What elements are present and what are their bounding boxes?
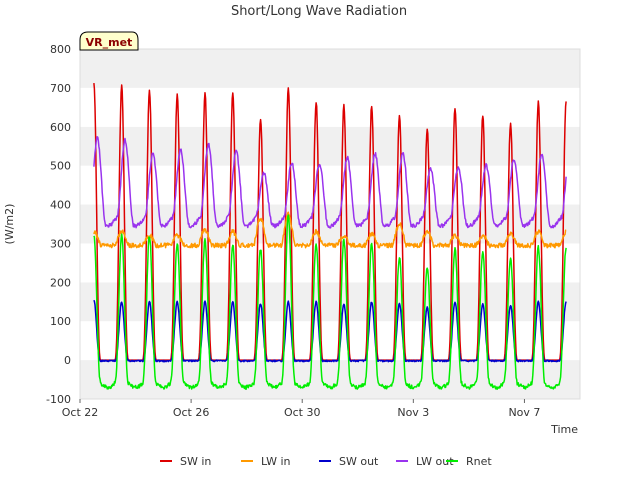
- grid-band: [80, 321, 580, 361]
- x-tick-label: Nov 3: [397, 406, 429, 419]
- series-lw-out-line: [93, 136, 567, 229]
- legend: SW in LW in SW out LW out Rnet: [160, 455, 492, 468]
- legend-label-rnet: Rnet: [466, 455, 492, 468]
- grid-band: [80, 243, 580, 283]
- grid-band: [80, 49, 580, 88]
- grid-band: [80, 165, 580, 205]
- grid-band: [80, 282, 580, 322]
- legend-label-sw-in: SW in: [180, 455, 211, 468]
- y-axis-label: (W/m2): [3, 204, 16, 245]
- plot-frame: [79, 48, 581, 400]
- y-tick-label: 800: [50, 43, 71, 56]
- y-tick-label: 0: [64, 354, 71, 367]
- y-tick-label: 700: [50, 82, 71, 95]
- x-axis-ticks: Oct 22 Oct 26 Oct 30 Nov 3 Nov 7: [62, 399, 540, 419]
- x-tick-label: Oct 22: [62, 406, 99, 419]
- x-tick-label: Oct 30: [284, 406, 321, 419]
- legend-label-sw-out: SW out: [339, 455, 379, 468]
- series-sw-in-line: [93, 83, 567, 361]
- y-axis-ticks: -100 0 100 200 300 400 500 600 700 800: [46, 43, 71, 406]
- series-lines: [93, 83, 567, 390]
- site-badge-box: [79, 31, 139, 51]
- y-tick-label: 100: [50, 315, 71, 328]
- site-badge: VR_met: [79, 31, 139, 51]
- x-tick-label: Nov 7: [508, 406, 540, 419]
- legend-label-lw-out: LW out: [416, 455, 454, 468]
- y-tick-label: 500: [50, 160, 71, 173]
- series-rnet-line: [93, 214, 567, 390]
- grid-band: [80, 360, 580, 399]
- x-axis-label: Time: [550, 423, 578, 436]
- series-lw-in-line: [93, 211, 567, 249]
- site-badge-label: VR_met: [86, 36, 133, 49]
- y-tick-label: 200: [50, 276, 71, 289]
- grid-band: [80, 204, 580, 244]
- legend-label-lw-in: LW in: [261, 455, 291, 468]
- grid-bands: [79, 48, 581, 400]
- y-tick-label: 600: [50, 121, 71, 134]
- y-tick-label: 300: [50, 237, 71, 250]
- grid-band: [80, 126, 580, 166]
- y-tick-label: 400: [50, 199, 71, 212]
- chart-title: Short/Long Wave Radiation: [231, 4, 407, 19]
- grid-band: [80, 87, 580, 127]
- y-tick-label: -100: [46, 393, 71, 406]
- x-tick-label: Oct 26: [173, 406, 210, 419]
